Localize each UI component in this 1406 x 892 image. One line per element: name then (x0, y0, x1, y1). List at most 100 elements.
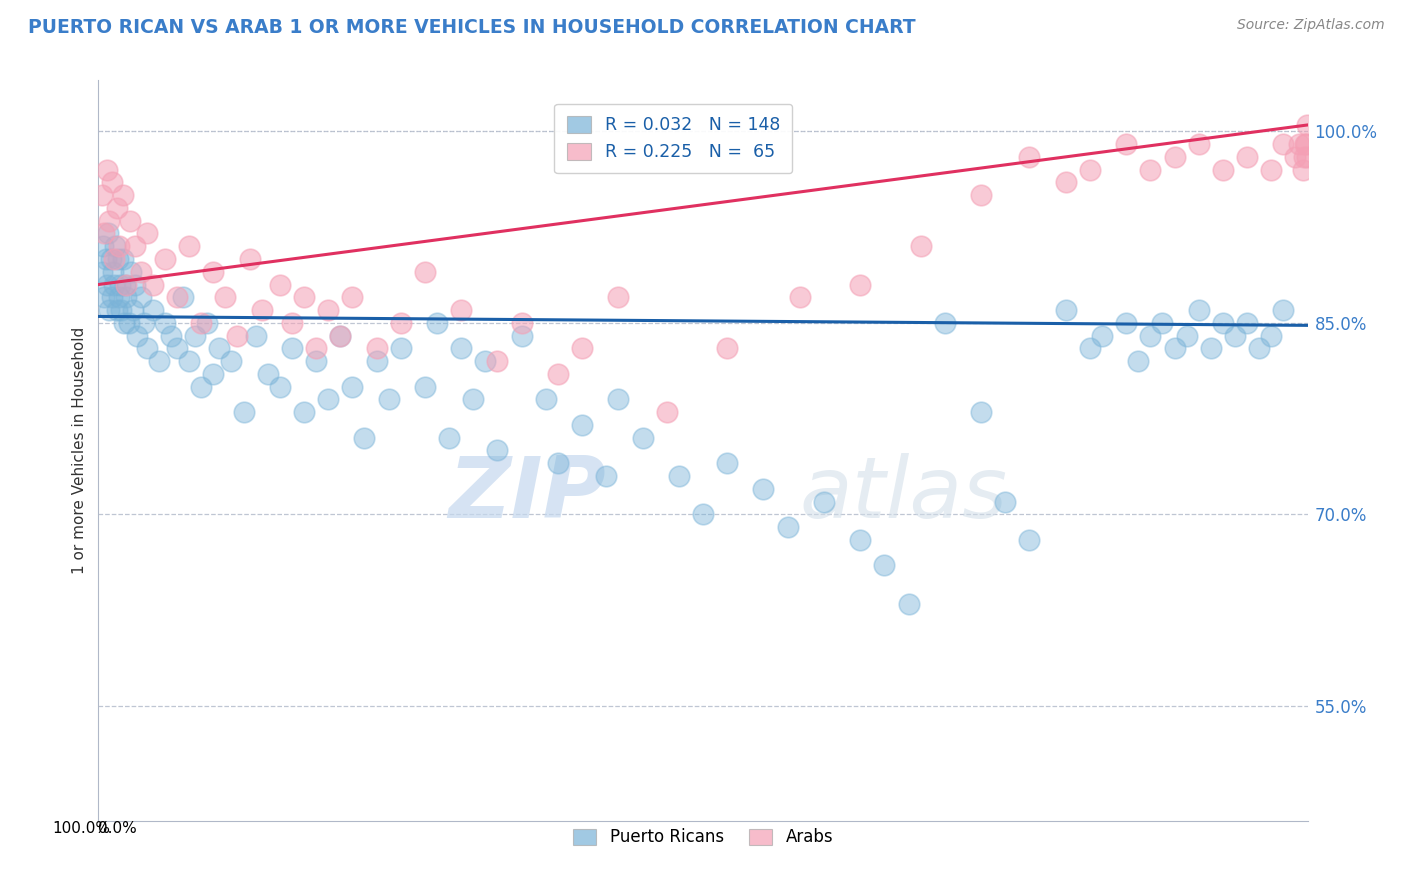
Point (994, 494, 1017, 508)
Point (91, 265, 114, 279)
Point (101, 265, 124, 279)
Point (1212, 316, 1234, 330)
Point (813, 494, 835, 508)
Y-axis label: 1 or more Vehicles in Household: 1 or more Vehicles in Household (72, 326, 87, 574)
Point (1091, 328, 1114, 343)
Point (1163, 150, 1185, 164)
Point (135, 342, 157, 356)
Point (595, 469, 617, 483)
Text: atlas: atlas (800, 453, 1008, 536)
Point (281, 316, 304, 330)
Point (1115, 316, 1137, 330)
Point (111, 188, 134, 202)
Point (115, 290, 138, 304)
Point (281, 342, 304, 356)
Point (115, 277, 138, 292)
Point (221, 354, 243, 368)
Point (934, 316, 956, 330)
Point (127, 328, 149, 343)
Point (142, 303, 165, 318)
Point (202, 367, 225, 381)
Point (389, 342, 412, 356)
Point (1175, 328, 1198, 343)
Point (1272, 137, 1295, 152)
Point (214, 290, 236, 304)
Point (1054, 303, 1077, 318)
Point (166, 342, 188, 356)
Point (970, 405, 993, 419)
Point (329, 328, 352, 343)
Point (716, 342, 738, 356)
Point (166, 290, 188, 304)
Point (1236, 316, 1258, 330)
Point (100, 175, 122, 189)
Point (1260, 328, 1282, 343)
Point (353, 431, 375, 445)
Text: 100.0%: 100.0% (52, 821, 111, 836)
Point (547, 367, 569, 381)
Point (190, 316, 212, 330)
Point (1212, 162, 1234, 177)
Point (114, 277, 136, 292)
Point (108, 239, 131, 253)
Point (292, 405, 315, 419)
Point (1296, 150, 1319, 164)
Point (105, 201, 128, 215)
Point (1163, 342, 1185, 356)
Legend: Puerto Ricans, Arabs: Puerto Ricans, Arabs (567, 822, 839, 853)
Point (135, 227, 157, 241)
Point (547, 456, 569, 470)
Point (463, 392, 485, 407)
Point (389, 316, 412, 330)
Point (776, 520, 799, 534)
Point (1199, 342, 1222, 356)
Point (571, 417, 593, 432)
Point (269, 379, 291, 393)
Point (716, 456, 738, 470)
Point (226, 328, 249, 343)
Point (1223, 328, 1246, 343)
Point (450, 342, 472, 356)
Point (1018, 533, 1040, 547)
Point (100, 290, 122, 304)
Point (849, 277, 872, 292)
Point (305, 354, 328, 368)
Point (1188, 137, 1211, 152)
Point (98, 213, 121, 227)
Point (91, 239, 114, 253)
Point (1078, 162, 1101, 177)
Point (245, 328, 267, 343)
Point (789, 290, 811, 304)
Point (607, 290, 630, 304)
Point (1292, 162, 1315, 177)
Point (172, 290, 194, 304)
Point (112, 316, 135, 330)
Point (208, 342, 231, 356)
Point (124, 239, 146, 253)
Point (160, 328, 183, 343)
Point (202, 265, 225, 279)
Point (1152, 316, 1174, 330)
Point (571, 342, 593, 356)
Point (184, 328, 207, 343)
Text: ZIP: ZIP (449, 453, 606, 536)
Point (534, 392, 557, 407)
Point (1115, 137, 1137, 152)
Point (474, 354, 496, 368)
Point (377, 392, 399, 407)
Point (1188, 303, 1211, 318)
Point (1078, 342, 1101, 356)
Point (849, 533, 872, 547)
Point (129, 290, 152, 304)
Point (1139, 162, 1161, 177)
Point (108, 277, 131, 292)
Point (98, 303, 121, 318)
Point (1260, 162, 1282, 177)
Point (366, 342, 388, 356)
Point (1128, 354, 1150, 368)
Point (93, 290, 115, 304)
Point (897, 597, 920, 611)
Point (366, 354, 388, 368)
Point (329, 328, 352, 343)
Point (103, 252, 125, 266)
